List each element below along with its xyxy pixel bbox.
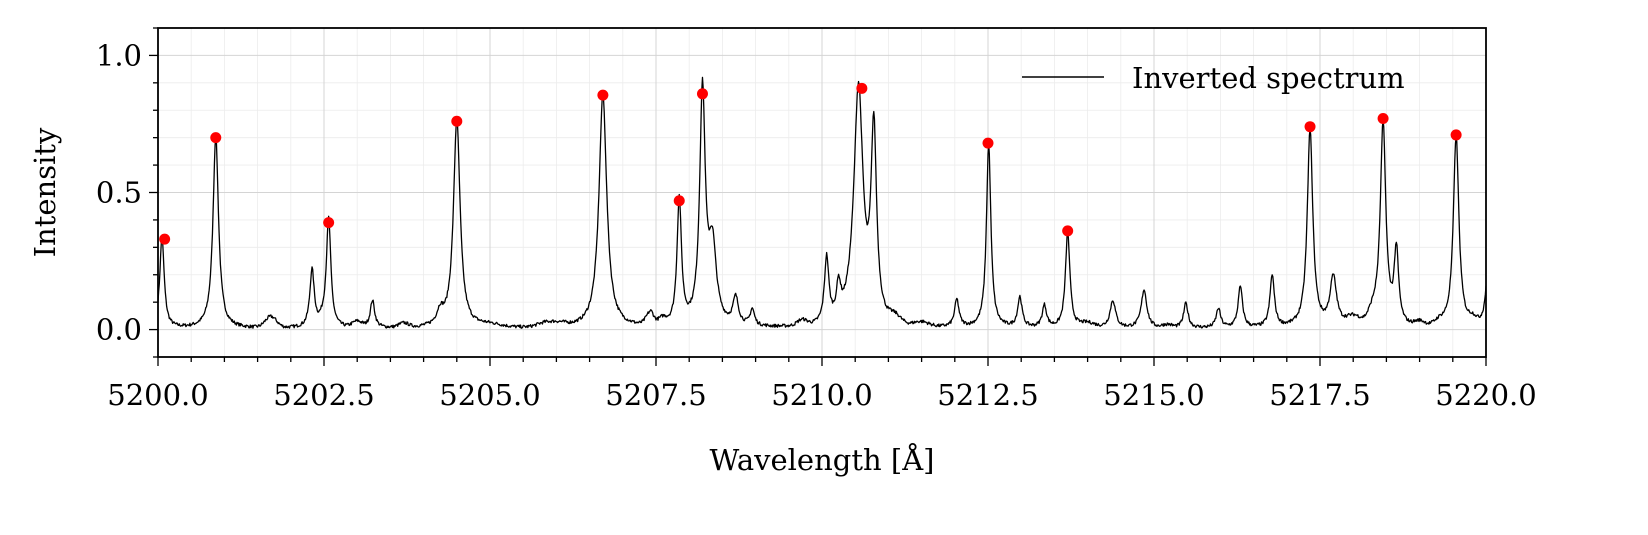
peak-marker xyxy=(696,88,708,100)
y-tick-label: 0.0 xyxy=(96,313,142,347)
peak-marker xyxy=(597,89,609,101)
peak-marker xyxy=(1062,225,1074,237)
major-grid xyxy=(157,28,1487,357)
spectrum-line xyxy=(158,76,1486,329)
peak-marker xyxy=(673,195,685,207)
peak-marker xyxy=(1450,129,1462,141)
peak-markers xyxy=(159,82,1462,245)
x-tick-label: 5210.0 xyxy=(771,378,872,412)
peak-marker xyxy=(159,233,171,245)
peak-marker xyxy=(1304,121,1316,133)
peak-marker xyxy=(1377,112,1389,124)
x-tick-label: 5215.0 xyxy=(1103,378,1204,412)
legend-label-inverted-spectrum: Inverted spectrum xyxy=(1132,61,1405,95)
x-tick-label: 5207.5 xyxy=(605,378,706,412)
x-tick-label: 5200.0 xyxy=(107,378,208,412)
peak-marker xyxy=(856,82,868,94)
x-tick-label: 5220.0 xyxy=(1435,378,1536,412)
y-tick-label: 0.5 xyxy=(96,176,142,210)
x-axis-label: Wavelength [Å] xyxy=(710,442,935,477)
peak-marker xyxy=(323,217,335,229)
peak-marker xyxy=(210,132,222,144)
x-tick-label: 5205.0 xyxy=(439,378,540,412)
x-tick-label: 5217.5 xyxy=(1269,378,1370,412)
x-axis-ticks: 5200.0 5202.5 5205.0 5207.5 5210.0 5212.5 5215… xyxy=(107,357,1537,412)
y-axis-ticks: 0.0 0.5 1.0 xyxy=(96,27,158,358)
legend: Inverted spectrum xyxy=(1022,61,1405,95)
peak-marker xyxy=(982,137,994,149)
y-tick-label: 1.0 xyxy=(96,38,142,72)
peak-marker xyxy=(451,115,463,127)
y-axis-label: Intensity xyxy=(28,127,62,257)
x-tick-label: 5202.5 xyxy=(273,378,374,412)
x-tick-label: 5212.5 xyxy=(937,378,1038,412)
